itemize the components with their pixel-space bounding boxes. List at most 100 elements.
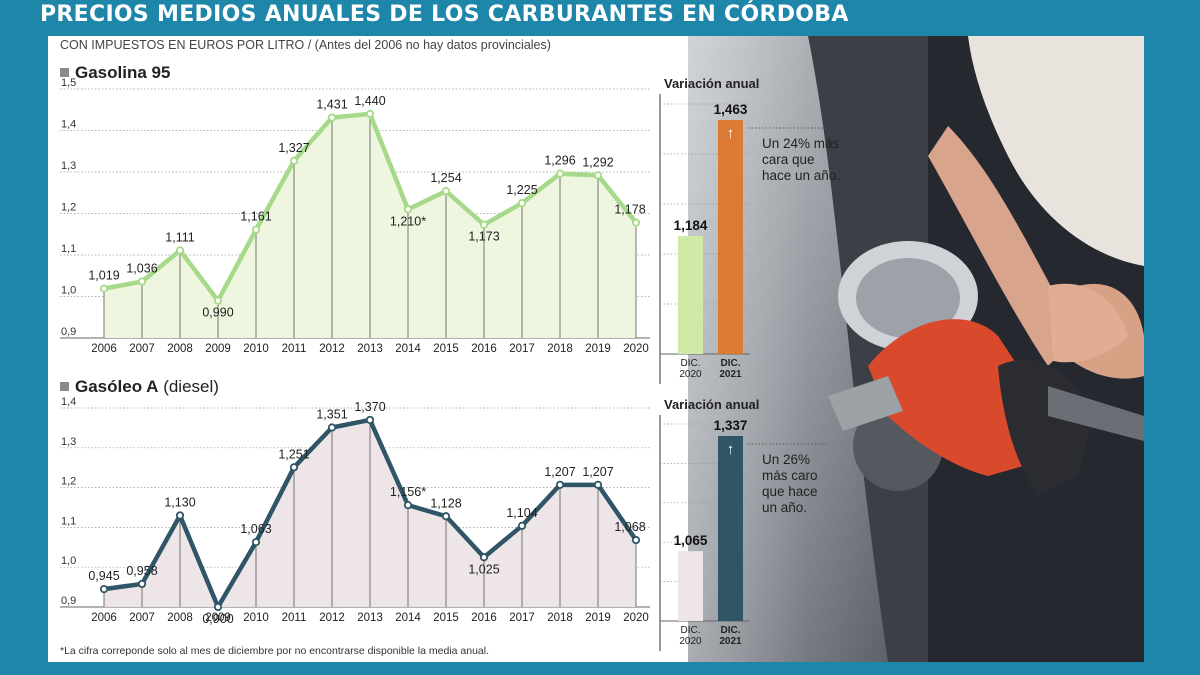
gasoleo-variation-up-arrow-icon: ↑ <box>727 441 735 458</box>
infographic-title: PRECIOS MEDIOS ANUALES DE LOS CARBURANTE… <box>40 2 849 27</box>
gasolina-data-point <box>327 113 337 122</box>
gasoleo-data-point <box>137 579 147 589</box>
gasoleo-data-point <box>593 480 603 489</box>
gasolina-data-label: 1,440 <box>354 94 385 108</box>
gasoleo-data-label: 1,128 <box>430 496 461 510</box>
gasoleo-variation-chart: Variación anual1,065DIC.20201,337DIC.202… <box>659 397 828 651</box>
gasoleo-data-point <box>365 415 375 425</box>
gasolina-data-label: 1,327 <box>278 141 309 155</box>
gasolina-data-label: 1,254 <box>430 171 461 185</box>
gasoleo-data-point <box>99 584 109 594</box>
gasoleo-title-text: Gasóleo A <box>75 377 159 396</box>
gasoleo-x-tick-label: 2015 <box>433 612 459 624</box>
gasolina-x-tick-label: 2009 <box>205 343 231 355</box>
gasoleo-data-point <box>403 501 413 510</box>
gasoleo-data-label: 1,130 <box>164 495 195 509</box>
bullet-square-icon <box>60 68 69 77</box>
gasoleo-variation-value-label: 1,337 <box>714 418 748 433</box>
content-panel: CON IMPUESTOS EN EUROS POR LITRO / (Ante… <box>48 36 1144 662</box>
gasolina-variation-annotation-text: Un 24% más <box>762 136 840 151</box>
gasoleo-data-point <box>479 553 489 562</box>
gasoleo-y-tick-label: 1,4 <box>61 396 76 408</box>
gasoleo-data-label: 1,156* <box>390 485 426 499</box>
gasolina-variation-value-label: 1,463 <box>714 102 748 117</box>
gasoleo-data-label: 1,251 <box>278 447 309 461</box>
gasoleo-variation-annotation-text: que hace <box>762 484 818 499</box>
gasoleo-variation-bar-2020 <box>678 551 703 621</box>
gasolina-data-label: 1,431 <box>316 98 347 112</box>
gasoleo-data-point <box>555 480 565 489</box>
chart-subtitle: CON IMPUESTOS EN EUROS POR LITRO / (Ante… <box>60 38 551 52</box>
gasoleo-y-tick-label: 0,9 <box>61 595 76 607</box>
gasoleo-x-tick-label: 2016 <box>471 612 497 624</box>
gasolina-variation-category-label: DIC. <box>721 358 741 369</box>
gasolina-data-label: 1,296 <box>544 154 575 168</box>
gasolina-data-label: 1,210* <box>390 214 426 228</box>
gasoleo-x-tick-label: 2006 <box>91 612 117 624</box>
gasoleo-x-tick-label: 2020 <box>623 612 649 624</box>
gasoleo-variation-value-label: 1,065 <box>674 533 708 548</box>
gasoleo-data-label: 0,945 <box>88 569 119 583</box>
gasoleo-x-tick-label: 2011 <box>282 612 307 624</box>
gasoleo-variation-annotation-text: un año. <box>762 500 807 515</box>
gasoleo-data-point <box>251 538 261 547</box>
gasolina-data-label: 1,173 <box>468 230 499 244</box>
gasoleo-y-tick-label: 1,3 <box>61 436 76 448</box>
gasoleo-data-label: 1,063 <box>240 522 271 536</box>
bullet-square-icon <box>60 382 69 391</box>
gasolina-x-tick-label: 2007 <box>129 343 155 355</box>
gasolina-variation-category-label: 2021 <box>719 369 742 380</box>
gasolina-y-tick-label: 1,1 <box>61 243 76 255</box>
gasolina-data-point <box>289 156 299 165</box>
gasolina-y-tick-label: 1,5 <box>61 77 76 89</box>
gasolina-x-tick-label: 2012 <box>319 343 345 355</box>
gasolina-data-point <box>365 109 375 119</box>
gasolina-data-label: 1,225 <box>506 183 537 197</box>
gasoleo-y-tick-label: 1,0 <box>61 555 76 567</box>
gasolina-data-point <box>517 199 527 208</box>
gasoleo-variation-category-label: DIC. <box>721 625 741 636</box>
gasolina-y-tick-label: 1,0 <box>61 285 76 297</box>
gasolina-x-tick-label: 2018 <box>547 343 573 355</box>
gasolina-data-point <box>175 246 185 255</box>
gasoleo-variation-category-label: DIC. <box>681 625 701 636</box>
gasoleo-data-label: 1,025 <box>468 562 499 576</box>
gasolina-x-tick-label: 2008 <box>167 343 193 355</box>
gasoleo-x-tick-label: 2013 <box>357 612 383 624</box>
gasolina-data-label: 1,111 <box>165 230 194 244</box>
gasoleo-x-tick-label: 2009 <box>205 612 231 624</box>
gasoleo-title-suffix: (diesel) <box>163 377 219 396</box>
gasolina-data-point <box>555 169 565 178</box>
gasolina-y-tick-label: 1,4 <box>61 119 76 131</box>
gasolina-variation-bar-2020 <box>678 235 703 354</box>
gasoleo-data-point <box>327 423 337 432</box>
gasolina-data-label: 1,036 <box>126 262 157 276</box>
gasolina-data-point <box>99 284 109 293</box>
gasoleo-y-tick-label: 1,1 <box>61 515 76 527</box>
gasolina-x-tick-label: 2011 <box>282 343 307 355</box>
gasolina-section-title: Gasolina 95 <box>60 63 170 83</box>
gasolina-data-point <box>631 218 641 227</box>
gasolina-x-tick-label: 2014 <box>395 343 421 355</box>
gasoleo-variation-category-label: 2020 <box>679 636 702 647</box>
gasoleo-data-label: 1,207 <box>582 465 613 479</box>
gasolina-x-tick-label: 2013 <box>357 343 383 355</box>
gasolina-x-tick-label: 2016 <box>471 343 497 355</box>
gasoleo-data-label: 1,351 <box>316 408 347 422</box>
gasoleo-variation-title: Variación anual <box>664 397 759 412</box>
gasolina-x-tick-label: 2017 <box>509 343 535 355</box>
gasoleo-x-tick-label: 2007 <box>129 612 155 624</box>
gasoleo-data-label: 0,900 <box>202 612 233 626</box>
gasolina-x-tick-label: 2020 <box>623 343 649 355</box>
gasoleo-x-tick-label: 2014 <box>395 612 421 624</box>
gasoleo-variation-bar-2021 <box>718 436 743 621</box>
gasoleo-x-tick-label: 2010 <box>243 612 269 624</box>
gasolina-data-point <box>403 205 413 214</box>
gasoleo-variation-category-label: 2021 <box>719 636 742 647</box>
gasolina-y-tick-label: 1,3 <box>61 160 76 172</box>
gasolina-line-chart: 0,9 1,0 1,1 1,2 1,3 1,4 1,5 1,019 2006 1,036 2007 1… <box>60 77 650 355</box>
gasolina-y-tick-label: 0,9 <box>61 326 76 338</box>
gasoleo-x-tick-label: 2012 <box>319 612 345 624</box>
gasoleo-data-point <box>213 602 223 612</box>
